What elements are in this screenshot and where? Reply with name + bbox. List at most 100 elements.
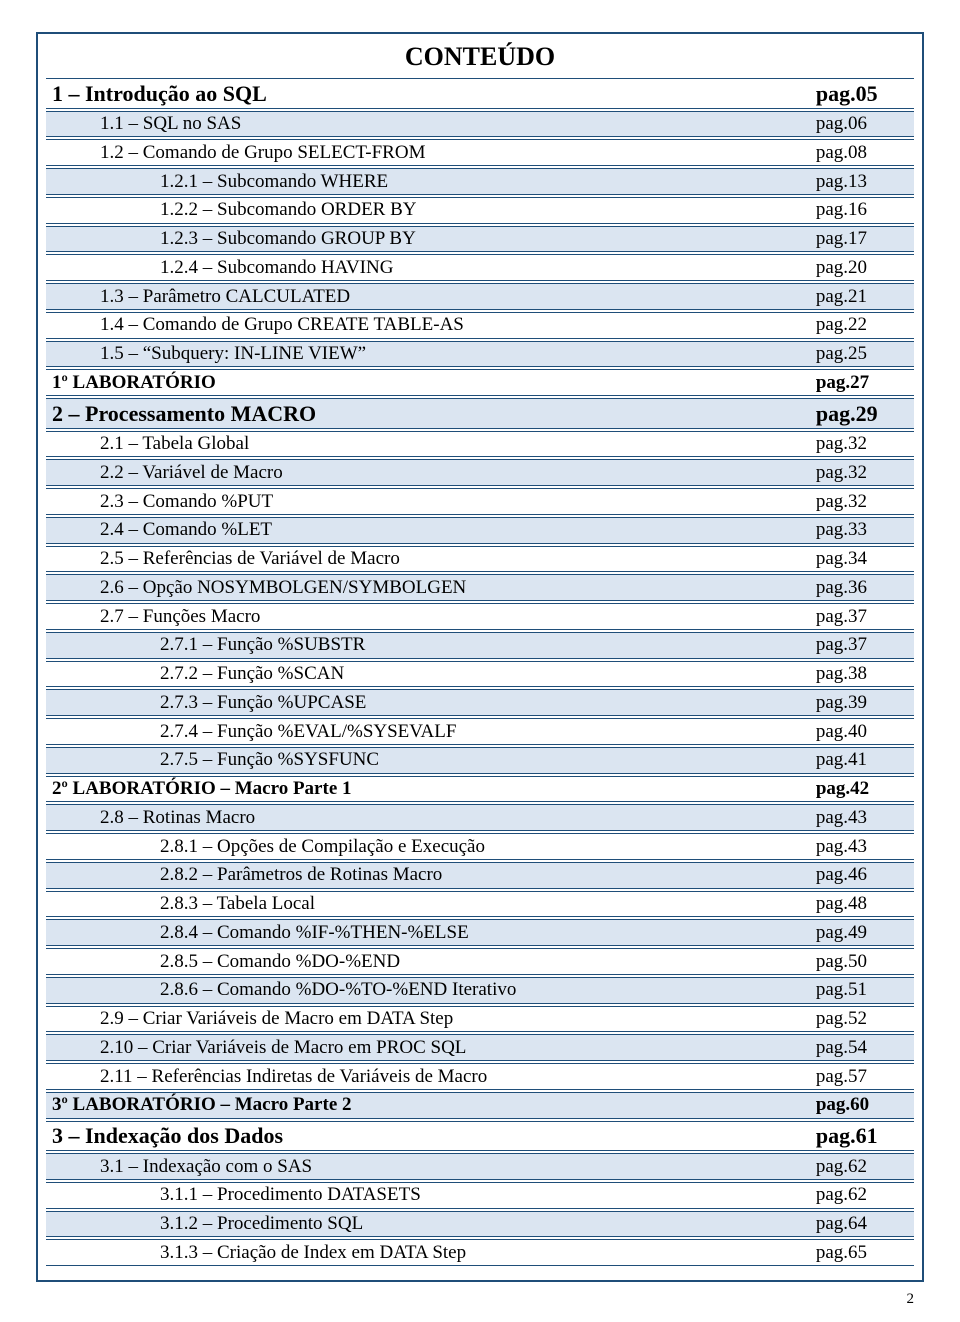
toc-row: 3.1.3 – Criação de Index em DATA Steppag… xyxy=(46,1239,914,1266)
page-border: CONTEÚDO 1 – Introdução ao SQLpag.051.1 … xyxy=(36,32,924,1282)
toc-row: 2.8 – Rotinas Macropag.43 xyxy=(46,804,914,831)
toc-row-label: 2.7.2 – Função %SCAN xyxy=(46,661,810,688)
toc-row-label: 2.8 – Rotinas Macro xyxy=(46,804,810,831)
toc-row-label: 3 – Indexação dos Dados xyxy=(46,1121,810,1152)
toc-row-label: 2.7 – Funções Macro xyxy=(46,603,810,630)
toc-row: 3.1 – Indexação com o SASpag.62 xyxy=(46,1153,914,1180)
toc-row-label: 3º LABORATÓRIO – Macro Parte 2 xyxy=(46,1092,810,1119)
toc-row-page: pag.57 xyxy=(810,1063,914,1090)
toc-row: 2.7.1 – Função %SUBSTRpag.37 xyxy=(46,632,914,659)
toc-table: 1 – Introdução ao SQLpag.051.1 – SQL no … xyxy=(46,76,914,1268)
toc-row-page: pag.13 xyxy=(810,168,914,195)
toc-row-label: 2.7.1 – Função %SUBSTR xyxy=(46,632,810,659)
toc-row-page: pag.34 xyxy=(810,546,914,573)
toc-row: 3.1.1 – Procedimento DATASETSpag.62 xyxy=(46,1182,914,1209)
toc-row: 1.3 – Parâmetro CALCULATEDpag.21 xyxy=(46,283,914,310)
toc-row: 2.8.3 – Tabela Localpag.48 xyxy=(46,891,914,918)
toc-row-label: 1.4 – Comando de Grupo CREATE TABLE-AS xyxy=(46,312,810,339)
toc-row-page: pag.16 xyxy=(810,197,914,224)
toc-row-page: pag.42 xyxy=(810,776,914,803)
toc-row: 2.11 – Referências Indiretas de Variávei… xyxy=(46,1063,914,1090)
toc-row: 2.10 – Criar Variáveis de Macro em PROC … xyxy=(46,1034,914,1061)
toc-row: 1.2.3 – Subcomando GROUP BYpag.17 xyxy=(46,226,914,253)
page-number: 2 xyxy=(907,1291,915,1308)
toc-row-page: pag.37 xyxy=(810,603,914,630)
toc-row-page: pag.43 xyxy=(810,804,914,831)
toc-row-page: pag.29 xyxy=(810,398,914,429)
toc-row-page: pag.43 xyxy=(810,833,914,860)
toc-row: 2.8.5 – Comando %DO-%ENDpag.50 xyxy=(46,948,914,975)
toc-row-label: 1.3 – Parâmetro CALCULATED xyxy=(46,283,810,310)
toc-row-page: pag.36 xyxy=(810,574,914,601)
toc-row-page: pag.41 xyxy=(810,747,914,774)
toc-row-page: pag.54 xyxy=(810,1034,914,1061)
toc-row: 2.7 – Funções Macropag.37 xyxy=(46,603,914,630)
toc-row-page: pag.38 xyxy=(810,661,914,688)
toc-row-label: 2.8.1 – Opções de Compilação e Execução xyxy=(46,833,810,860)
toc-row-label: 2.8.6 – Comando %DO-%TO-%END Iterativo xyxy=(46,977,810,1004)
toc-row-label: 1.1 – SQL no SAS xyxy=(46,111,810,138)
toc-row-label: 2.4 – Comando %LET xyxy=(46,517,810,544)
toc-row-page: pag.61 xyxy=(810,1121,914,1152)
toc-row-page: pag.22 xyxy=(810,312,914,339)
toc-row-label: 2.2 – Variável de Macro xyxy=(46,459,810,486)
toc-row-label: 2.5 – Referências de Variável de Macro xyxy=(46,546,810,573)
toc-row-page: pag.17 xyxy=(810,226,914,253)
toc-row-page: pag.21 xyxy=(810,283,914,310)
toc-row: 3º LABORATÓRIO – Macro Parte 2pag.60 xyxy=(46,1092,914,1119)
toc-row-label: 1.2 – Comando de Grupo SELECT-FROM xyxy=(46,139,810,166)
toc-row-label: 1.2.1 – Subcomando WHERE xyxy=(46,168,810,195)
toc-row: 2.8.2 – Parâmetros de Rotinas Macropag.4… xyxy=(46,862,914,889)
toc-row-label: 3.1.2 – Procedimento SQL xyxy=(46,1211,810,1238)
toc-row-label: 1.2.2 – Subcomando ORDER BY xyxy=(46,197,810,224)
toc-row: 2º LABORATÓRIO – Macro Parte 1pag.42 xyxy=(46,776,914,803)
toc-row: 2 – Processamento MACROpag.29 xyxy=(46,398,914,429)
toc-row-page: pag.05 xyxy=(810,78,914,109)
toc-row-label: 2.8.4 – Comando %IF-%THEN-%ELSE xyxy=(46,919,810,946)
toc-row-page: pag.33 xyxy=(810,517,914,544)
toc-row: 3 – Indexação dos Dadospag.61 xyxy=(46,1121,914,1152)
toc-row-label: 2.10 – Criar Variáveis de Macro em PROC … xyxy=(46,1034,810,1061)
toc-row-page: pag.32 xyxy=(810,431,914,458)
toc-row-label: 2º LABORATÓRIO – Macro Parte 1 xyxy=(46,776,810,803)
toc-row-label: 3.1.1 – Procedimento DATASETS xyxy=(46,1182,810,1209)
toc-row: 3.1.2 – Procedimento SQLpag.64 xyxy=(46,1211,914,1238)
toc-row: 2.7.5 – Função %SYSFUNCpag.41 xyxy=(46,747,914,774)
toc-row-page: pag.20 xyxy=(810,254,914,281)
toc-row-page: pag.62 xyxy=(810,1182,914,1209)
toc-row-page: pag.65 xyxy=(810,1239,914,1266)
toc-row-page: pag.40 xyxy=(810,718,914,745)
toc-row-page: pag.32 xyxy=(810,459,914,486)
toc-row-page: pag.64 xyxy=(810,1211,914,1238)
toc-row: 1 – Introdução ao SQLpag.05 xyxy=(46,78,914,109)
toc-row: 1.2.2 – Subcomando ORDER BYpag.16 xyxy=(46,197,914,224)
toc-row: 1.2.4 – Subcomando HAVINGpag.20 xyxy=(46,254,914,281)
toc-row-label: 2.8.2 – Parâmetros de Rotinas Macro xyxy=(46,862,810,889)
toc-row-label: 1.2.3 – Subcomando GROUP BY xyxy=(46,226,810,253)
toc-row: 2.8.4 – Comando %IF-%THEN-%ELSEpag.49 xyxy=(46,919,914,946)
toc-row-page: pag.50 xyxy=(810,948,914,975)
toc-row-page: pag.52 xyxy=(810,1006,914,1033)
toc-row-label: 3.1.3 – Criação de Index em DATA Step xyxy=(46,1239,810,1266)
toc-row: 2.7.2 – Função %SCANpag.38 xyxy=(46,661,914,688)
toc-row-label: 1.2.4 – Subcomando HAVING xyxy=(46,254,810,281)
toc-row-label: 2.11 – Referências Indiretas de Variávei… xyxy=(46,1063,810,1090)
page-title: CONTEÚDO xyxy=(46,42,914,72)
toc-row-label: 2.3 – Comando %PUT xyxy=(46,488,810,515)
toc-row: 1.2 – Comando de Grupo SELECT-FROMpag.08 xyxy=(46,139,914,166)
toc-row: 1.5 – “Subquery: IN-LINE VIEW”pag.25 xyxy=(46,341,914,368)
toc-row-page: pag.60 xyxy=(810,1092,914,1119)
toc-row-label: 2.6 – Opção NOSYMBOLGEN/SYMBOLGEN xyxy=(46,574,810,601)
toc-row: 2.9 – Criar Variáveis de Macro em DATA S… xyxy=(46,1006,914,1033)
toc-row: 2.4 – Comando %LETpag.33 xyxy=(46,517,914,544)
toc-row: 1º LABORATÓRIOpag.27 xyxy=(46,369,914,396)
toc-row-page: pag.49 xyxy=(810,919,914,946)
toc-row: 2.2 – Variável de Macropag.32 xyxy=(46,459,914,486)
toc-row-page: pag.62 xyxy=(810,1153,914,1180)
toc-row-label: 1º LABORATÓRIO xyxy=(46,369,810,396)
toc-row: 1.4 – Comando de Grupo CREATE TABLE-ASpa… xyxy=(46,312,914,339)
toc-row: 1.2.1 – Subcomando WHEREpag.13 xyxy=(46,168,914,195)
toc-row-page: pag.06 xyxy=(810,111,914,138)
toc-row-label: 1 – Introdução ao SQL xyxy=(46,78,810,109)
toc-row-label: 1.5 – “Subquery: IN-LINE VIEW” xyxy=(46,341,810,368)
